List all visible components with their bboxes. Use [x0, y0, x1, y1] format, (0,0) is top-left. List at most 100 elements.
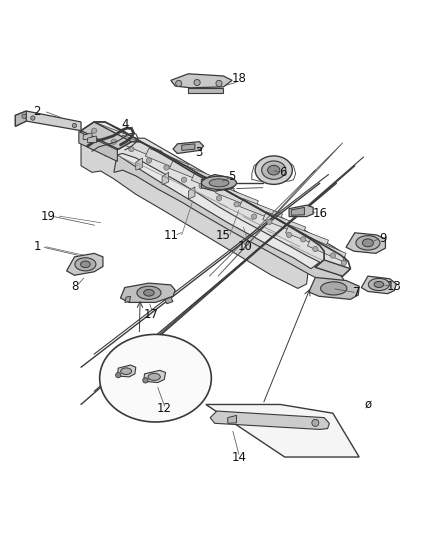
Polygon shape: [210, 411, 329, 430]
Ellipse shape: [137, 286, 161, 300]
Circle shape: [111, 139, 117, 144]
Polygon shape: [88, 136, 96, 142]
Polygon shape: [286, 225, 328, 248]
Polygon shape: [289, 205, 313, 216]
Polygon shape: [182, 144, 195, 150]
Text: 9: 9: [379, 231, 387, 245]
Polygon shape: [171, 74, 232, 88]
Polygon shape: [188, 88, 223, 93]
Ellipse shape: [268, 165, 280, 175]
Circle shape: [251, 214, 257, 219]
Polygon shape: [291, 207, 304, 215]
Text: 18: 18: [231, 71, 246, 85]
Ellipse shape: [99, 334, 211, 422]
Ellipse shape: [356, 236, 380, 250]
Polygon shape: [81, 131, 320, 288]
Text: 6: 6: [279, 166, 286, 179]
Circle shape: [143, 378, 148, 383]
Polygon shape: [162, 172, 169, 184]
Circle shape: [92, 128, 97, 133]
Text: 12: 12: [157, 402, 172, 415]
Ellipse shape: [120, 368, 131, 375]
Ellipse shape: [374, 281, 384, 287]
Ellipse shape: [75, 258, 96, 271]
Circle shape: [164, 165, 169, 170]
Text: 13: 13: [387, 280, 402, 293]
Circle shape: [267, 219, 272, 224]
Ellipse shape: [321, 282, 347, 295]
Circle shape: [72, 123, 77, 128]
Text: ø: ø: [364, 398, 371, 411]
Circle shape: [216, 196, 222, 201]
Polygon shape: [117, 365, 136, 377]
Circle shape: [181, 177, 187, 182]
Text: 7: 7: [353, 286, 361, 300]
Circle shape: [300, 237, 306, 242]
Polygon shape: [307, 238, 346, 261]
Ellipse shape: [144, 289, 154, 296]
Circle shape: [116, 373, 121, 378]
Circle shape: [341, 260, 346, 265]
Text: 14: 14: [231, 450, 246, 464]
Circle shape: [313, 246, 318, 252]
Polygon shape: [105, 144, 112, 156]
Circle shape: [199, 183, 204, 189]
Polygon shape: [83, 133, 92, 140]
Ellipse shape: [148, 374, 160, 381]
Circle shape: [129, 147, 134, 152]
Ellipse shape: [81, 261, 90, 268]
Polygon shape: [79, 132, 117, 161]
Polygon shape: [81, 122, 131, 149]
Text: 10: 10: [238, 240, 253, 253]
Polygon shape: [114, 138, 346, 271]
Polygon shape: [240, 199, 283, 222]
Polygon shape: [201, 174, 237, 191]
Polygon shape: [145, 148, 188, 172]
Ellipse shape: [368, 278, 389, 290]
Polygon shape: [215, 185, 258, 209]
Polygon shape: [361, 276, 396, 294]
Polygon shape: [173, 142, 204, 154]
Polygon shape: [346, 233, 385, 253]
Text: 1: 1: [33, 240, 41, 253]
Text: 8: 8: [71, 280, 78, 293]
Polygon shape: [144, 370, 166, 383]
Text: 15: 15: [216, 229, 231, 243]
Circle shape: [146, 158, 152, 163]
Polygon shape: [125, 296, 131, 302]
Circle shape: [286, 232, 292, 238]
Polygon shape: [136, 158, 142, 170]
Ellipse shape: [209, 179, 229, 187]
Polygon shape: [119, 135, 162, 159]
Text: 11: 11: [163, 229, 178, 243]
Circle shape: [312, 419, 319, 426]
Circle shape: [194, 79, 200, 86]
Text: 2: 2: [33, 104, 41, 117]
Circle shape: [176, 80, 182, 86]
Circle shape: [22, 114, 26, 118]
Polygon shape: [15, 111, 26, 126]
Ellipse shape: [201, 176, 237, 189]
Polygon shape: [165, 297, 173, 304]
Ellipse shape: [255, 156, 293, 184]
Polygon shape: [67, 253, 103, 275]
Polygon shape: [188, 187, 195, 199]
Polygon shape: [315, 260, 350, 276]
Text: 5: 5: [229, 170, 236, 183]
Circle shape: [234, 201, 239, 207]
Circle shape: [216, 80, 222, 86]
Text: 17: 17: [144, 308, 159, 321]
Ellipse shape: [261, 161, 286, 179]
Circle shape: [330, 253, 336, 258]
Polygon shape: [114, 148, 344, 286]
Text: 3: 3: [196, 146, 203, 159]
Polygon shape: [170, 160, 212, 184]
Polygon shape: [191, 172, 234, 197]
Ellipse shape: [362, 239, 373, 247]
Circle shape: [31, 116, 35, 120]
Polygon shape: [228, 415, 237, 423]
Text: 19: 19: [41, 209, 56, 223]
Polygon shape: [81, 122, 320, 269]
Text: 16: 16: [312, 207, 327, 221]
Polygon shape: [91, 122, 136, 146]
